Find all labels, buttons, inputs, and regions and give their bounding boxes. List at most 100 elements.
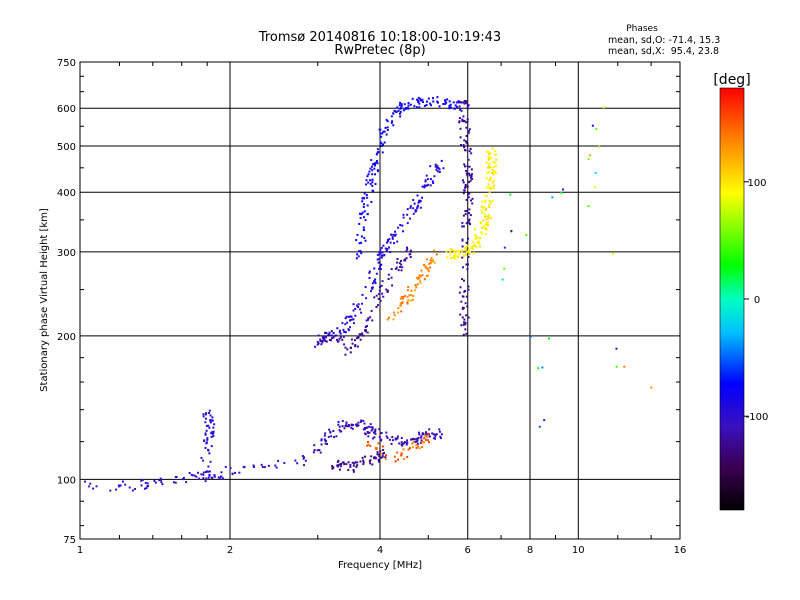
data-point — [370, 429, 373, 432]
data-point — [364, 286, 367, 289]
data-point — [481, 200, 484, 203]
data-point — [423, 437, 426, 440]
colorbar-tick-label: -100 — [746, 412, 769, 423]
data-point — [263, 466, 266, 469]
y-tick-label: 75 — [63, 535, 76, 546]
data-point — [470, 152, 473, 155]
data-point — [487, 215, 490, 218]
data-point — [378, 453, 381, 456]
data-point — [448, 107, 451, 110]
data-point — [324, 340, 327, 343]
data-point — [407, 104, 410, 107]
data-point — [328, 428, 331, 431]
data-point — [302, 457, 305, 460]
data-point — [336, 327, 339, 330]
data-point — [395, 266, 398, 269]
data-point — [363, 210, 366, 213]
data-point — [409, 103, 412, 106]
data-point — [385, 288, 388, 291]
data-point — [488, 191, 491, 194]
data-point — [426, 184, 429, 187]
data-point — [442, 167, 445, 170]
data-point — [92, 487, 95, 490]
data-point — [429, 261, 432, 264]
data-point — [361, 293, 364, 296]
data-point — [427, 433, 430, 436]
data-point — [380, 452, 383, 455]
data-point — [404, 294, 407, 297]
data-point — [146, 482, 149, 485]
data-point — [294, 459, 297, 462]
data-point — [386, 126, 389, 129]
data-point — [408, 294, 411, 297]
data-point — [200, 456, 203, 459]
data-point — [376, 451, 379, 454]
data-point — [419, 281, 422, 284]
data-point — [462, 225, 465, 228]
data-point — [401, 295, 404, 298]
data-point — [409, 249, 412, 252]
x-tick-label: 10 — [572, 545, 585, 556]
data-point — [386, 240, 389, 243]
data-point — [393, 455, 396, 458]
data-point — [193, 474, 196, 477]
data-point — [355, 239, 358, 242]
data-point — [492, 173, 495, 176]
data-point — [481, 232, 484, 235]
data-point — [459, 127, 462, 130]
data-point — [362, 459, 365, 462]
data-point — [95, 485, 98, 488]
data-point — [423, 441, 426, 444]
data-point — [395, 111, 398, 114]
data-point — [209, 421, 212, 424]
data-point — [421, 185, 424, 188]
data-point — [213, 423, 216, 426]
data-point — [366, 196, 369, 199]
data-point — [160, 478, 163, 481]
data-point — [406, 455, 409, 458]
data-point — [482, 206, 485, 209]
data-point — [374, 428, 377, 431]
data-point — [459, 313, 462, 316]
data-point — [438, 171, 441, 174]
data-point — [416, 439, 419, 442]
data-point — [347, 469, 350, 472]
data-point — [343, 343, 346, 346]
data-point — [207, 424, 210, 427]
data-point — [362, 203, 365, 206]
data-point — [316, 449, 319, 452]
data-point — [319, 339, 322, 342]
data-point — [460, 144, 463, 147]
data-point — [405, 257, 408, 260]
data-point — [359, 249, 362, 252]
data-point — [401, 442, 404, 445]
data-point — [491, 171, 494, 174]
data-point — [466, 120, 469, 123]
data-point — [365, 193, 368, 196]
data-point — [375, 447, 378, 450]
data-point — [458, 120, 461, 123]
data-point — [399, 297, 402, 300]
data-point — [252, 466, 255, 469]
data-point — [431, 432, 434, 435]
data-point — [356, 425, 359, 428]
data-point — [423, 184, 426, 187]
data-point — [462, 192, 465, 195]
data-point — [465, 222, 468, 225]
data-point — [234, 471, 237, 474]
data-point — [338, 429, 341, 432]
data-point — [372, 431, 375, 434]
data-point — [380, 263, 383, 266]
data-point — [212, 434, 215, 437]
data-point — [407, 101, 410, 104]
data-point — [394, 438, 397, 441]
data-point — [399, 302, 402, 305]
data-point — [362, 428, 365, 431]
data-point — [445, 250, 448, 253]
data-point — [368, 431, 371, 434]
data-point — [492, 172, 495, 175]
data-point — [432, 433, 435, 436]
data-point — [378, 292, 381, 295]
data-point — [204, 433, 207, 436]
data-point — [204, 470, 207, 473]
